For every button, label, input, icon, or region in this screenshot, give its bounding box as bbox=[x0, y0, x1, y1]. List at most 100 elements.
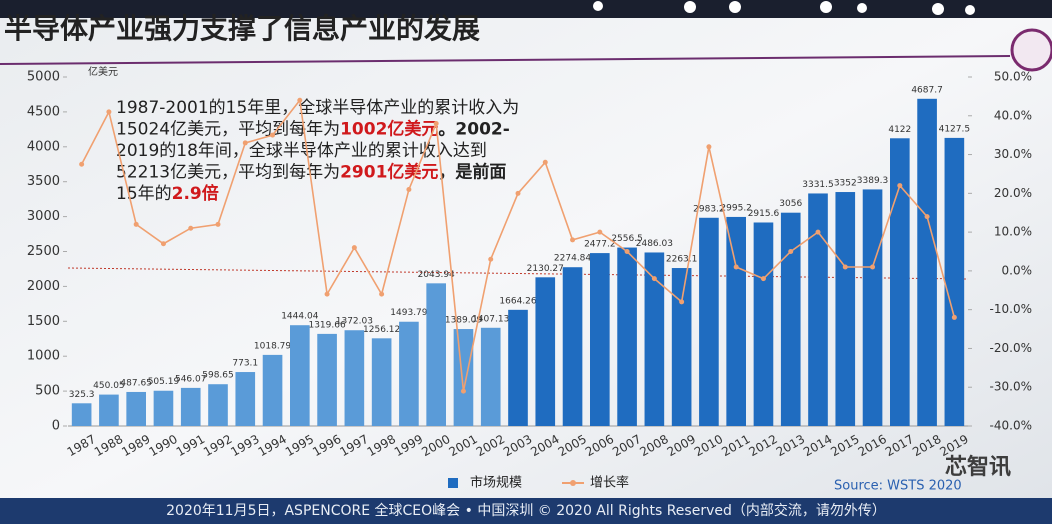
bar bbox=[835, 192, 856, 426]
annotation-segment: 1987-2001的15年里，全球半导体产业的累计收入为 bbox=[116, 98, 519, 118]
bar bbox=[180, 387, 201, 426]
bar bbox=[453, 329, 474, 426]
bar bbox=[399, 321, 419, 426]
line-point bbox=[460, 388, 466, 394]
bar bbox=[808, 193, 828, 426]
bar bbox=[344, 330, 365, 426]
line-point bbox=[870, 264, 876, 270]
data-label: 773.1 bbox=[232, 359, 258, 369]
y2-tick-label: 0.0% bbox=[1002, 263, 1033, 277]
annotation-segment: 2901亿美元 bbox=[340, 162, 438, 183]
line-point bbox=[924, 214, 930, 220]
y2-tick-label: -10.0% bbox=[990, 302, 1032, 316]
source: Source: WSTS 2020 bbox=[834, 479, 962, 494]
line-point bbox=[679, 299, 685, 305]
data-label: 598.65 bbox=[202, 371, 234, 381]
bar bbox=[71, 403, 92, 426]
line-point bbox=[106, 109, 112, 115]
y-tick-label: 2500 bbox=[27, 244, 60, 259]
line-point bbox=[597, 229, 603, 235]
y2-tick-label: 40.0% bbox=[994, 108, 1032, 122]
data-label: 4122 bbox=[888, 125, 911, 135]
bar bbox=[126, 391, 146, 426]
title-rule bbox=[0, 55, 1011, 65]
bar bbox=[644, 252, 665, 426]
data-label: 1372.03 bbox=[336, 317, 373, 327]
bar bbox=[262, 354, 283, 426]
data-label: 3352 bbox=[834, 179, 857, 189]
line-point bbox=[515, 190, 521, 196]
line-point bbox=[215, 221, 221, 227]
y2-tick-label: -40.0% bbox=[990, 419, 1032, 433]
bar bbox=[671, 268, 692, 426]
y-tick-label: 500 bbox=[35, 384, 60, 399]
bar bbox=[371, 338, 392, 426]
bar bbox=[562, 267, 583, 426]
legend-swatch bbox=[570, 480, 576, 486]
data-label: 1407.13 bbox=[472, 314, 509, 324]
data-label: 2983.2 bbox=[693, 204, 725, 214]
data-label: 2995.2 bbox=[720, 203, 752, 213]
y2-tick-label: 20.0% bbox=[994, 186, 1032, 200]
data-label: 2556.5 bbox=[611, 234, 643, 244]
y-tick-label: 2000 bbox=[27, 279, 60, 294]
footer-text: 2020年11月5日，ASPENCORE 全球CEO峰会 • 中国深圳 © 20… bbox=[166, 502, 886, 519]
data-label: 3389.3 bbox=[857, 176, 889, 186]
bar bbox=[862, 189, 883, 426]
data-label: 325.3 bbox=[69, 390, 95, 400]
y-tick-label: 4000 bbox=[27, 139, 60, 154]
y2-tick-label: 50.0% bbox=[994, 70, 1032, 84]
annotation-line: 1987-2001的15年里，全球半导体产业的累计收入为 bbox=[116, 98, 519, 118]
line-point bbox=[160, 241, 166, 247]
data-label: 1018.79 bbox=[254, 341, 291, 351]
bar bbox=[235, 372, 256, 426]
annotation-segment: 1002亿美元 bbox=[340, 119, 438, 140]
bar bbox=[890, 138, 910, 426]
annotation: 1987-2001的15年里，全球半导体产业的累计收入为15024亿美元，平均到… bbox=[116, 98, 519, 204]
y-tick-label: 3500 bbox=[27, 174, 60, 189]
stage-lights bbox=[593, 1, 975, 15]
line-point bbox=[242, 140, 248, 146]
y-tick-label: 4500 bbox=[27, 104, 60, 119]
y-tick-label: 5000 bbox=[27, 70, 60, 85]
data-label: 1256.12 bbox=[363, 325, 400, 335]
data-label: 2130.27 bbox=[527, 264, 564, 274]
line-point bbox=[324, 291, 330, 297]
y-tick-label: 1000 bbox=[27, 349, 60, 364]
line-point bbox=[624, 249, 630, 254]
line-point bbox=[788, 249, 794, 254]
legend-label: 市场规模 bbox=[470, 475, 522, 491]
data-label: 1493.79 bbox=[390, 308, 427, 318]
line-point bbox=[188, 225, 194, 231]
slide-title: 半导体产业强力支撑了信息产业的发展 bbox=[4, 12, 480, 45]
y2-tick-label: -30.0% bbox=[990, 380, 1032, 394]
bar bbox=[917, 98, 937, 427]
data-label: 2915.6 bbox=[748, 209, 780, 219]
annotation-segment: 2019的18年间，全球半导体产业的累计收入达到 bbox=[116, 141, 487, 161]
data-label: 2274.84 bbox=[554, 254, 591, 264]
data-label: 2043.94 bbox=[418, 270, 455, 280]
y-tick-label: 0 bbox=[52, 419, 60, 434]
bar bbox=[944, 137, 965, 426]
annotation-segment: 15024亿美元，平均到每年为 bbox=[116, 120, 340, 140]
line-point bbox=[270, 132, 276, 138]
bar bbox=[99, 394, 119, 426]
y2-tick-label: 10.0% bbox=[994, 225, 1032, 239]
y-unit-label: 亿美元 bbox=[88, 65, 118, 78]
bar bbox=[726, 216, 746, 426]
data-label: 1319.66 bbox=[308, 320, 345, 330]
y2-tick-label: 30.0% bbox=[994, 147, 1032, 161]
annotation-segment: 。2002- bbox=[438, 120, 509, 140]
annotation-segment: ，是前面 bbox=[438, 162, 506, 183]
bar bbox=[290, 325, 310, 426]
logo bbox=[1010, 28, 1052, 72]
line-point bbox=[651, 276, 657, 282]
line-point bbox=[488, 256, 494, 262]
bar bbox=[780, 212, 801, 426]
data-label: 1389.09 bbox=[445, 316, 482, 326]
line-point bbox=[842, 264, 848, 270]
data-label: 2477.2 bbox=[584, 240, 616, 250]
bar bbox=[508, 309, 528, 426]
bar bbox=[617, 247, 637, 426]
